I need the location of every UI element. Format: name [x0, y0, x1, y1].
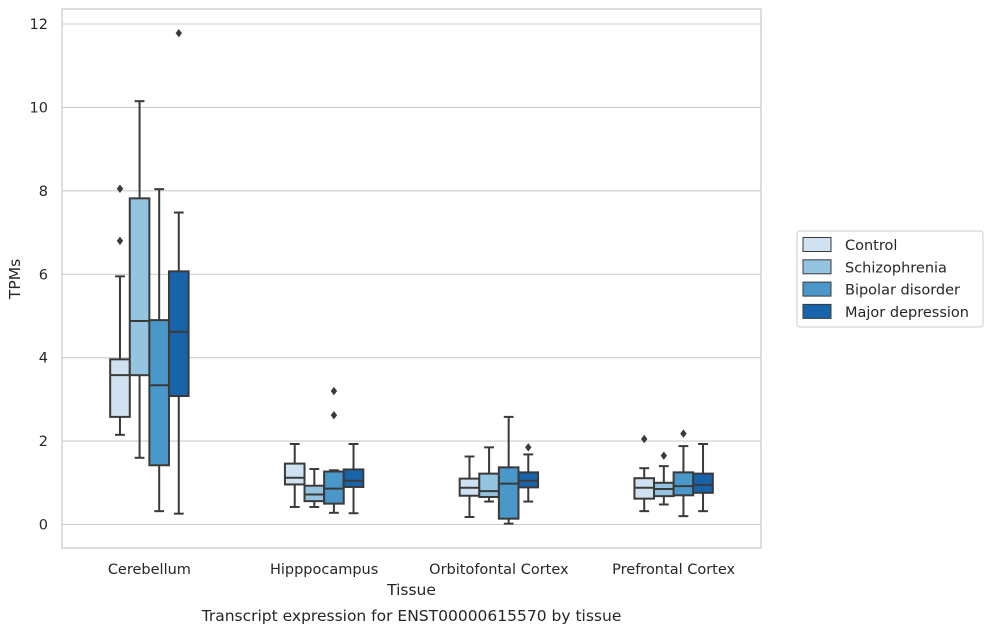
box-schizophrenia	[478, 446, 500, 503]
box-bipolar-disorder	[148, 188, 170, 513]
y-tick-label: 4	[39, 351, 48, 367]
legend-label: Schizophrenia	[845, 260, 947, 276]
box-schizophrenia	[303, 468, 326, 508]
outlier-marker	[660, 451, 668, 460]
y-tick-label: 2	[39, 434, 48, 450]
box-bipolar-disorder	[497, 415, 520, 525]
box-major-depression	[342, 443, 365, 515]
y-axis-title: TPMs	[6, 259, 24, 300]
box-bipolar-disorder	[323, 386, 345, 514]
box-major-depression	[167, 28, 190, 515]
box-plot-marks	[109, 28, 714, 525]
legend-frame	[796, 230, 984, 328]
box-schizophrenia	[653, 451, 675, 506]
box-body	[497, 466, 520, 520]
box-schizophrenia	[128, 100, 151, 459]
box-control	[283, 443, 306, 508]
plot-area-frame	[61, 8, 762, 549]
box-body	[167, 270, 190, 398]
x-tick-label: Hipppocampus	[270, 562, 378, 578]
box-body	[303, 484, 326, 503]
legend-swatch	[802, 237, 832, 252]
outlier-marker	[116, 184, 124, 193]
box-major-depression	[692, 443, 714, 513]
box-body	[128, 197, 151, 377]
legend-swatch	[802, 281, 832, 297]
outlier-marker	[175, 28, 182, 38]
box-body	[283, 462, 306, 486]
box-body	[109, 358, 131, 418]
outlier-marker	[525, 443, 532, 452]
legend-swatch	[802, 259, 832, 275]
box-body	[342, 468, 365, 488]
legend-swatch	[802, 303, 832, 319]
box-control	[458, 455, 481, 518]
legend: Control Schizophrenia Bipolar disorder Majo…	[796, 230, 984, 328]
y-tick-label: 10	[30, 100, 48, 116]
box-body	[672, 471, 695, 497]
y-tick-label: 0	[39, 518, 48, 534]
outlier-marker	[641, 434, 648, 444]
box-control	[633, 434, 656, 513]
box-body	[323, 470, 345, 505]
legend-label: Bipolar disorder	[845, 283, 960, 299]
y-tick-label: 6	[39, 267, 48, 283]
x-axis-ticks: Cerebellum Hipppocampus Orbitofontal Corte…	[108, 562, 736, 578]
x-tick-label: Cerebellum	[108, 562, 191, 578]
legend-items: Control Schizophrenia Bipolar disorder Majo…	[802, 237, 969, 321]
y-tick-label: 12	[30, 17, 48, 33]
outlier-marker	[330, 386, 338, 396]
outlier-marker	[330, 411, 338, 420]
x-tick-label: Prefrontal Cortex	[612, 562, 735, 578]
x-axis-title: Tissue	[386, 581, 436, 599]
box-body	[148, 319, 170, 467]
y-axis-ticks: 0 2 4 6 8 10 12	[30, 17, 48, 534]
x-tick-label: Orbitofontal Cortex	[429, 562, 569, 578]
outlier-marker	[680, 429, 687, 438]
outlier-marker	[116, 236, 124, 246]
y-tick-label: 8	[39, 184, 48, 200]
box-body	[692, 472, 714, 494]
box-control	[109, 184, 131, 436]
box-body	[478, 472, 500, 498]
box-bipolar-disorder	[672, 429, 695, 518]
chart-caption: Transcript expression for ENST0000061557…	[201, 607, 622, 625]
legend-label: Major depression	[845, 305, 969, 321]
box-major-depression	[517, 443, 540, 503]
legend-label: Control	[845, 238, 897, 254]
